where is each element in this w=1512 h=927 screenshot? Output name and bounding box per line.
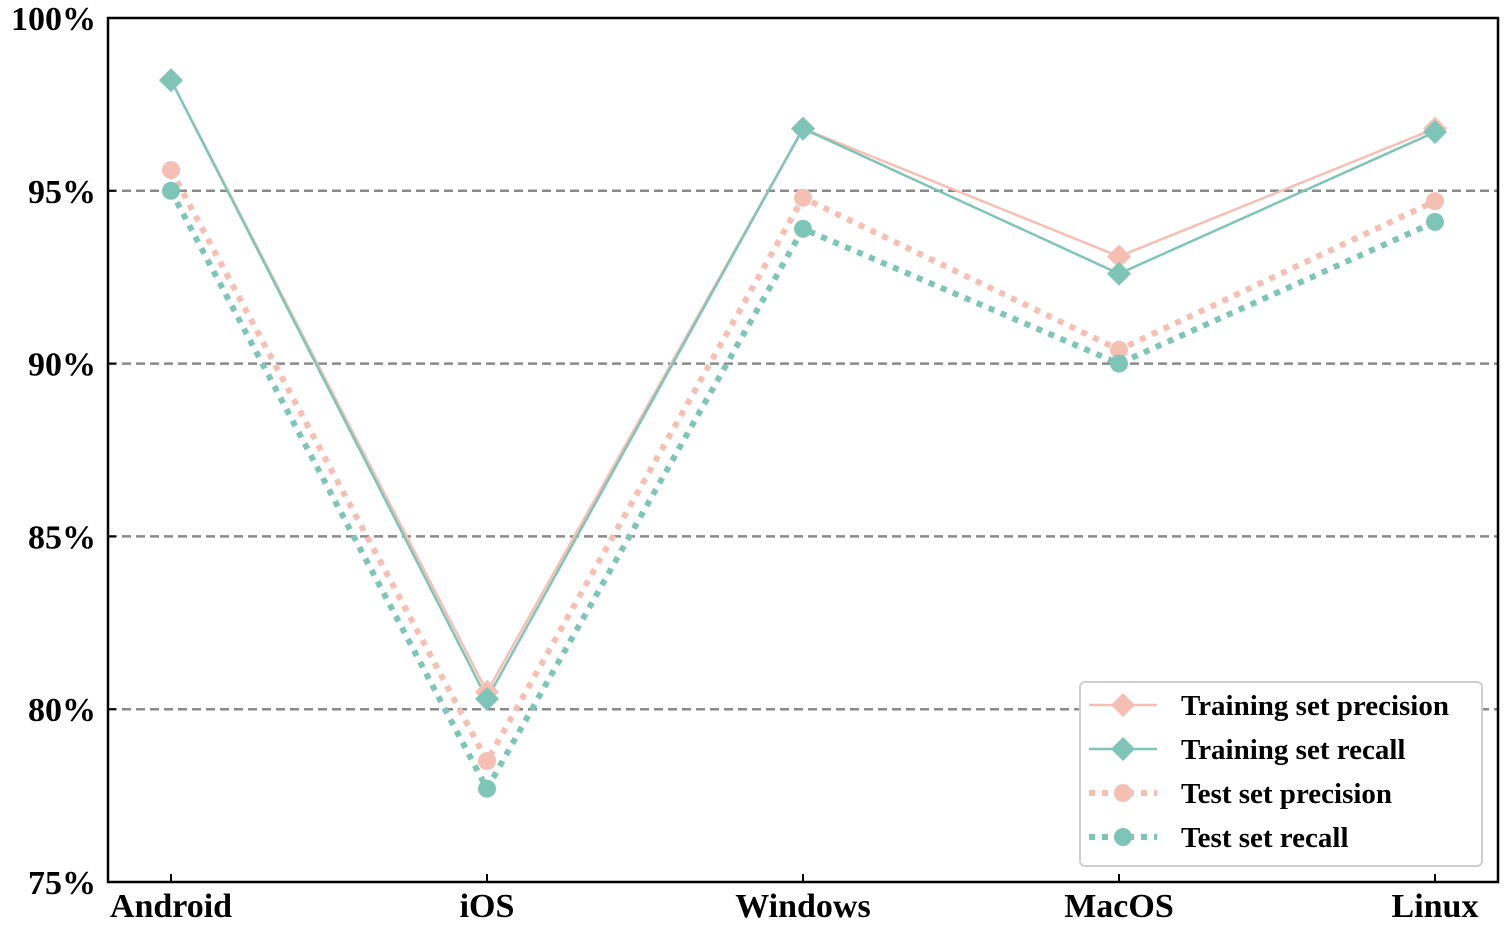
x-axis: Android iOS Windows MacOS Linux <box>110 874 1479 925</box>
test-set-recall-point <box>1426 212 1444 231</box>
test-set-recall-point <box>1110 354 1128 373</box>
legend: Training set precision Training set recal… <box>1079 681 1483 867</box>
series-markers <box>159 68 1447 798</box>
y-tick-label: 100% <box>11 1 96 38</box>
test-set-precision-point <box>162 161 180 180</box>
legend-label: Training set recall <box>1181 734 1405 766</box>
legend-label: Training set precision <box>1181 690 1449 722</box>
x-tick-label: Linux <box>1392 888 1479 925</box>
test-set-recall-point <box>162 181 180 200</box>
training-set-recall-point <box>475 686 499 711</box>
test-set-precision-point <box>794 188 812 207</box>
test-set-precision-point <box>1426 192 1444 211</box>
x-tick-label: iOS <box>460 888 515 925</box>
legend-box <box>1079 681 1483 867</box>
training-set-recall-line <box>169 79 1436 702</box>
training-set-precision-point <box>1107 244 1131 269</box>
legend-swatch-marker <box>1111 737 1135 761</box>
legend-swatch-marker <box>1114 828 1132 846</box>
y-tick-label: 75% <box>28 865 96 902</box>
x-tick-label: Windows <box>735 888 870 925</box>
x-tick-label: MacOS <box>1064 888 1174 925</box>
test-set-precision-point <box>478 752 496 771</box>
legend-swatch-marker <box>1111 693 1135 717</box>
y-tick-label: 95% <box>28 174 96 211</box>
test-set-precision-point <box>1110 340 1128 359</box>
legend-label: Test set recall <box>1181 822 1349 854</box>
training-set-precision-line <box>169 79 1436 695</box>
training-set-recall-point <box>791 116 815 141</box>
y-tick-label: 90% <box>28 347 96 384</box>
y-axis: 75% 80% 85% 90% 95% 100% <box>11 1 116 902</box>
training-set-recall-point <box>1423 120 1447 145</box>
legend-label: Test set precision <box>1181 778 1392 810</box>
training-set-recall-point <box>159 68 183 93</box>
grid-lines <box>108 189 1498 711</box>
test-set-recall-point <box>794 219 812 238</box>
y-tick-label: 80% <box>28 692 96 729</box>
x-tick-label: Android <box>110 888 232 925</box>
test-set-precision-line <box>168 168 1437 768</box>
training-set-recall-point <box>1107 261 1131 286</box>
test-set-recall-point <box>478 779 496 798</box>
legend-swatch-marker <box>1114 784 1132 802</box>
y-tick-label: 85% <box>28 519 96 556</box>
